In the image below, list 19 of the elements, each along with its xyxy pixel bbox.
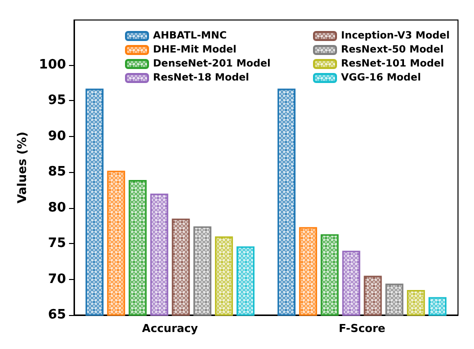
legend-label: DenseNet-201 Model	[153, 58, 271, 70]
y-axis-title: Values (%)	[15, 132, 29, 204]
legend-label: AHBATL-MNC	[153, 30, 227, 42]
legend-label: ResNext-50 Model	[341, 44, 444, 56]
x-tick-label: Accuracy	[142, 322, 198, 335]
y-tick-label: 75	[48, 236, 66, 252]
legend-label: VGG-16 Model	[341, 72, 421, 84]
y-tick-label: 95	[48, 93, 66, 108]
y-tick-label: 85	[48, 164, 66, 180]
x-tick-label: F-Score	[338, 322, 386, 335]
y-tick-label: 80	[48, 200, 66, 216]
y-tick-label: 100	[38, 58, 66, 72]
y-tick-label: 65	[48, 308, 66, 322]
legend-label: ResNet-18 Model	[153, 72, 250, 84]
legend-label: DHE-Mit Model	[153, 44, 236, 56]
y-tick-label: 90	[48, 128, 66, 144]
legend-label: Inception-V3 Model	[341, 30, 450, 42]
legend-label: ResNet-101 Model	[341, 58, 444, 70]
y-tick-label: 70	[48, 272, 66, 287]
